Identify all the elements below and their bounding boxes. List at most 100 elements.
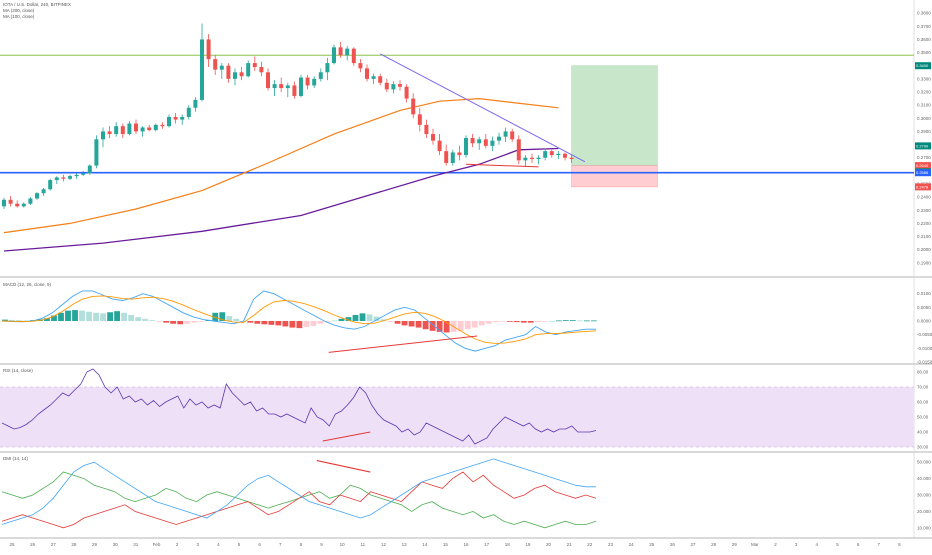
candle-body bbox=[186, 107, 191, 117]
macd-histogram-bar bbox=[128, 314, 135, 321]
candle-body bbox=[556, 153, 561, 156]
time-axis-tick: 15 bbox=[443, 542, 449, 547]
time-axis-tick: 31 bbox=[133, 542, 139, 547]
candle-body bbox=[332, 47, 336, 64]
macd-axis-tick: -0.0050 bbox=[917, 332, 932, 337]
time-axis-tick: 27 bbox=[51, 542, 57, 547]
candle-body bbox=[219, 65, 224, 70]
price-axis-tick: 0.3100 bbox=[917, 103, 931, 108]
candle-body bbox=[74, 174, 79, 177]
macd-histogram-bar bbox=[51, 315, 57, 321]
descending-trendline bbox=[379, 53, 586, 163]
price-badge-label: 0.2790 bbox=[916, 143, 929, 148]
macd-histogram-bar bbox=[177, 321, 184, 325]
macd-axis-tick: 0.0100 bbox=[917, 291, 931, 296]
macd-histogram-bar bbox=[464, 321, 471, 330]
candle-body bbox=[384, 82, 389, 90]
rsi-divergence-line bbox=[322, 431, 371, 442]
candle-body bbox=[81, 173, 86, 175]
rsi-legend: RSI (14, close) bbox=[3, 368, 33, 374]
candle-body bbox=[107, 131, 112, 135]
macd-histogram-bar bbox=[268, 321, 275, 325]
price-badge bbox=[915, 142, 931, 150]
dmi-axis-tick: 40.000 bbox=[917, 476, 931, 481]
minus-di-line bbox=[1, 471, 597, 529]
macd-histogram-bar bbox=[170, 321, 177, 324]
rsi-axis-tick: 80.00 bbox=[917, 370, 929, 375]
macd-histogram-bar bbox=[23, 320, 29, 322]
time-axis-tick: 4 bbox=[816, 542, 819, 547]
candle-body bbox=[114, 126, 119, 135]
macd-histogram-bar bbox=[163, 321, 170, 323]
macd-histogram-bar bbox=[44, 318, 50, 321]
macd-histogram-bar bbox=[485, 321, 492, 324]
time-axis-tick: 19 bbox=[525, 542, 531, 547]
candle-body bbox=[173, 116, 178, 120]
macd-histogram-bar bbox=[107, 312, 113, 321]
macd-histogram-bar bbox=[387, 321, 394, 323]
candle-body bbox=[134, 123, 138, 132]
time-axis-tick: 25 bbox=[9, 542, 15, 547]
candle-body bbox=[424, 124, 429, 135]
dmi-axis-tick: 50.000 bbox=[917, 460, 931, 465]
time-axis-tick: 20 bbox=[546, 542, 552, 547]
dmi-divergence-line bbox=[316, 459, 371, 473]
macd-histogram-bar bbox=[135, 317, 142, 321]
macd-histogram-bar bbox=[72, 310, 78, 321]
candle-body bbox=[437, 140, 442, 152]
price-badge bbox=[915, 162, 931, 170]
rsi-label: RSI (14, close) bbox=[3, 368, 33, 373]
candle-body bbox=[153, 124, 158, 131]
ma-fast-label: MA (200, close) bbox=[3, 8, 35, 13]
candle-body bbox=[398, 84, 402, 87]
price-axis-tick: 0.3200 bbox=[917, 90, 931, 95]
macd-histogram-bar bbox=[352, 314, 359, 321]
price-axis-tick: 0.3000 bbox=[917, 116, 931, 121]
candle-body bbox=[569, 157, 574, 160]
macd-histogram-bar bbox=[317, 321, 324, 324]
candle-body bbox=[411, 98, 416, 115]
time-axis-tick: 26 bbox=[30, 542, 36, 547]
macd-histogram-bar bbox=[58, 312, 64, 321]
time-axis-tick: 5 bbox=[238, 542, 241, 547]
time-axis-tick: 23 bbox=[608, 542, 614, 547]
candle-body bbox=[127, 123, 132, 135]
macd-histogram-bar bbox=[79, 310, 85, 321]
candle-body bbox=[312, 78, 317, 86]
price-axis-tick: 0.1900 bbox=[917, 260, 931, 265]
macd-histogram-bar bbox=[401, 321, 408, 326]
macd-histogram-bar bbox=[548, 321, 555, 322]
time-axis-tick: 27 bbox=[690, 542, 696, 547]
macd-histogram-bar bbox=[506, 321, 513, 322]
candle-body bbox=[497, 136, 501, 141]
time-axis-tick: 24 bbox=[629, 542, 635, 547]
candle-body bbox=[266, 72, 270, 89]
time-axis-tick: 2 bbox=[176, 542, 179, 547]
price-axis-tick: 0.2700 bbox=[917, 155, 931, 160]
price-axis-tick: 0.3800 bbox=[917, 11, 931, 16]
macd-histogram-bar bbox=[142, 318, 149, 321]
time-axis-tick: 2 bbox=[774, 542, 777, 547]
candle-body bbox=[200, 39, 204, 100]
candle-body bbox=[563, 153, 567, 158]
candle-body bbox=[543, 151, 548, 158]
time-axis-tick: 9 bbox=[320, 542, 323, 547]
candle-body bbox=[48, 180, 53, 190]
price-axis-tick: 0.2200 bbox=[917, 221, 931, 226]
macd-histogram-bar bbox=[198, 321, 205, 322]
macd-histogram-bar bbox=[149, 320, 156, 321]
candle-body bbox=[549, 151, 554, 156]
time-axis-tick: 3 bbox=[196, 542, 199, 547]
macd-histogram-bar bbox=[212, 312, 219, 321]
price-axis-tick: 0.2000 bbox=[917, 247, 931, 252]
macd-histogram-bar bbox=[191, 321, 198, 323]
time-axis-tick: 4 bbox=[217, 542, 220, 547]
macd-histogram-bar bbox=[114, 311, 120, 321]
candle-body bbox=[206, 39, 211, 60]
candle-body bbox=[345, 48, 350, 56]
price-axis-tick: 0.3700 bbox=[917, 24, 931, 29]
macd-histogram-bar bbox=[275, 321, 282, 326]
